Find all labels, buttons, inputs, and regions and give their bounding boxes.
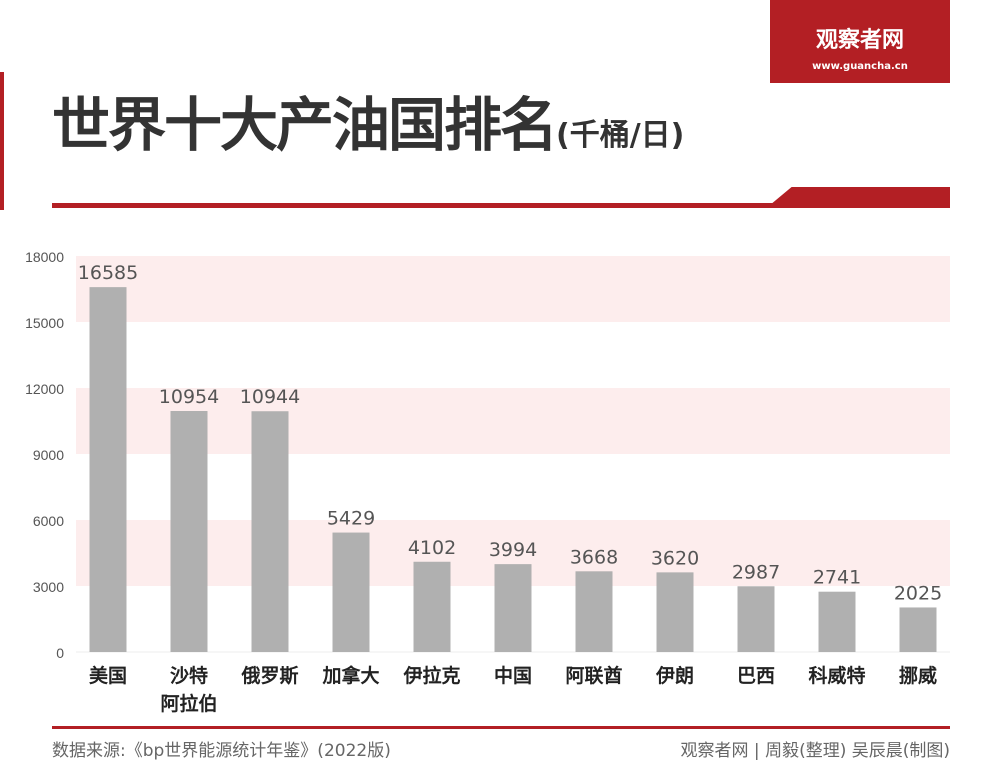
bar-10 [899,607,937,652]
data-label: 16585 [78,262,138,284]
credits: 观察者网 | 周毅(整理) 吴辰晨(制图) [680,741,950,761]
category-label: 美国 [89,664,127,687]
category-label: 挪威 [899,664,937,687]
category-label: 伊拉克 [402,664,460,687]
grid-band [76,388,950,454]
category-label: 俄罗斯 [240,664,298,687]
bar-6 [575,571,613,652]
bar-4 [413,561,451,652]
bar-5 [494,564,532,652]
data-label: 4102 [408,537,456,559]
category-label: 阿联酋 [565,664,622,687]
bar-7 [656,572,694,652]
category-label: 中国 [494,664,532,687]
data-label: 2987 [732,561,780,583]
category-label: 巴西 [737,665,775,687]
y-tick-label: 18000 [25,249,64,265]
bar-2 [251,411,289,652]
y-tick-label: 12000 [25,381,64,397]
title-rule [52,203,950,208]
y-tick-label: 15000 [25,315,64,331]
bar-8 [737,586,775,652]
data-source: 数据来源:《bp世界能源统计年鉴》(2022版) [52,741,391,761]
title-text: 世界十大产油国排名 [52,91,558,159]
data-label: 3668 [570,546,618,568]
title-rule-tab [770,187,950,205]
category-label: 沙特 [170,665,208,687]
grid-band [76,256,950,322]
page-title: 世界十大产油国排名(千桶/日) [52,92,684,169]
data-label: 2741 [813,567,861,589]
category-label: 加拿大 [321,664,379,687]
data-label: 2025 [894,582,942,604]
y-tick-label: 0 [56,645,64,661]
data-label: 5429 [327,508,375,530]
category-label: 伊朗 [655,664,694,687]
accent-bar [0,72,4,210]
category-label: 阿拉伯 [160,692,217,715]
y-tick-label: 9000 [33,447,64,463]
logo-name: 观察者网 [815,28,904,53]
bar-3 [332,532,370,652]
data-label: 3994 [489,539,537,561]
bar-9 [818,591,856,652]
y-tick-label: 3000 [33,579,64,595]
title-unit: (千桶/日) [556,118,685,153]
category-label: 科威特 [808,664,865,687]
footer-rule [52,726,950,729]
guancha-logo: 观察者网 www.guancha.cn [770,0,950,83]
data-label: 10954 [159,386,219,408]
data-label: 10944 [240,386,300,408]
bar-1 [170,411,208,652]
logo-url: www.guancha.cn [812,61,908,72]
bar-0 [89,287,127,652]
data-label: 3620 [651,547,699,569]
y-tick-label: 6000 [33,513,64,529]
